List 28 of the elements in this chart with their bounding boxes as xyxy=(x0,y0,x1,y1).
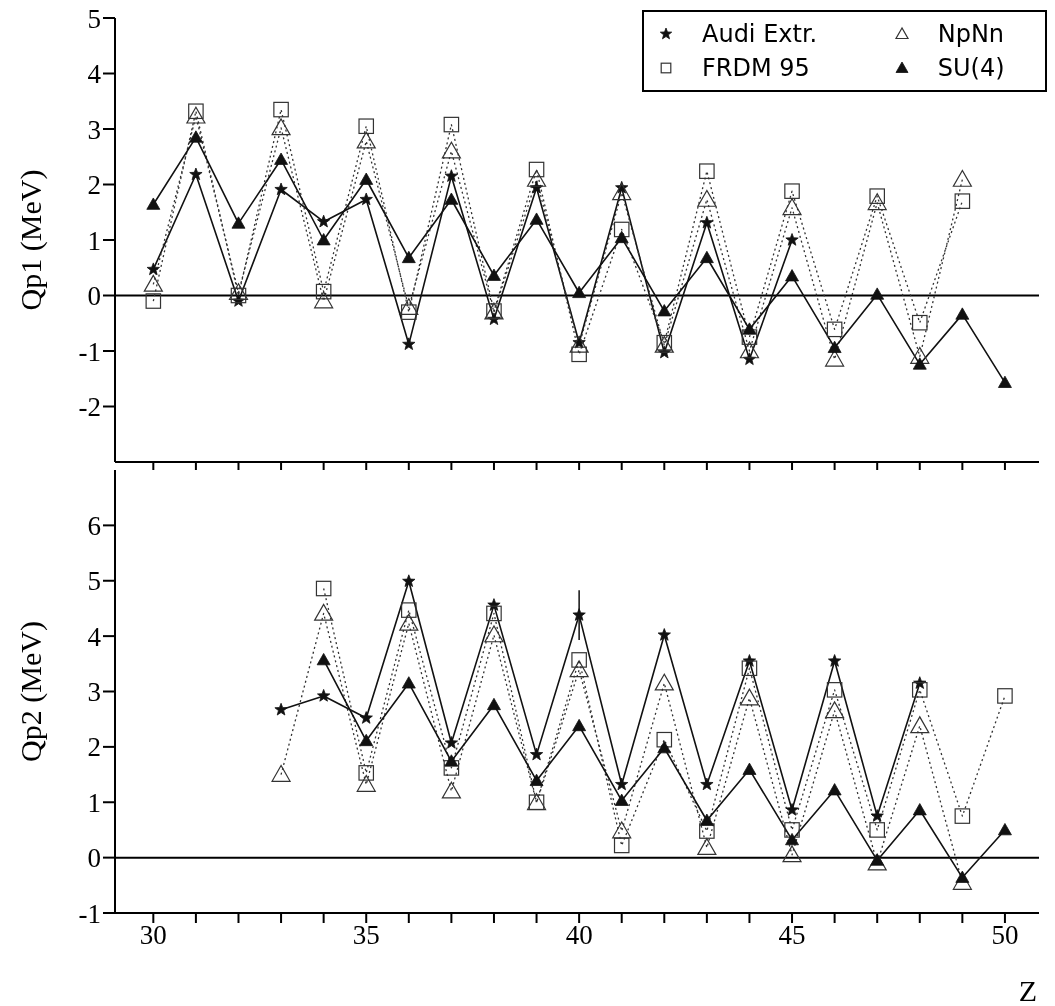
legend-label: Audi Extr. xyxy=(702,20,818,48)
y-tick-label: -2 xyxy=(78,392,101,423)
y-tick-label: 0 xyxy=(87,281,101,312)
y-tick-label: 4 xyxy=(87,59,102,90)
y-tick-label: 5 xyxy=(87,3,101,34)
y-tick-label: 4 xyxy=(87,621,102,652)
y-tick-label: -1 xyxy=(78,336,101,367)
y-tick-label: -1 xyxy=(78,898,101,929)
y-tick-label: 5 xyxy=(87,566,101,597)
x-axis-title: Z xyxy=(1018,974,1037,1006)
y-axis-title: Qp2 (MeV) xyxy=(13,621,48,762)
y-tick-label: 2 xyxy=(87,732,101,763)
y-axis-title: Qp1 (MeV) xyxy=(13,169,48,311)
x-tick-label: 30 xyxy=(139,920,167,951)
legend-label: SU(4) xyxy=(937,54,1005,82)
y-tick-label: 6 xyxy=(87,510,101,541)
x-tick-label: 40 xyxy=(565,920,593,951)
y-tick-label: 1 xyxy=(87,225,101,256)
y-tick-label: 0 xyxy=(87,843,101,874)
y-tick-label: 3 xyxy=(87,114,101,145)
x-tick-label: 50 xyxy=(991,920,1019,951)
y-tick-label: 3 xyxy=(87,677,101,708)
y-tick-label: 1 xyxy=(87,787,101,818)
y-tick-label: 2 xyxy=(87,170,101,201)
x-tick-label: 35 xyxy=(352,920,380,951)
legend-label: NpNn xyxy=(937,20,1005,48)
x-tick-label: 45 xyxy=(778,920,806,951)
legend-label: FRDM 95 xyxy=(702,54,810,82)
